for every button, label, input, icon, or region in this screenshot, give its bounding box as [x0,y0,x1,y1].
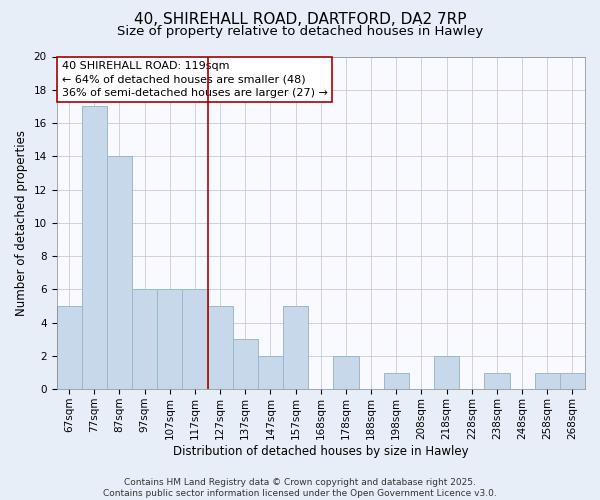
Bar [132,290,157,389]
Bar [283,306,308,389]
Bar [484,372,509,389]
Bar [157,290,182,389]
Bar [56,306,82,389]
Bar [182,290,208,389]
Text: Contains HM Land Registry data © Crown copyright and database right 2025.
Contai: Contains HM Land Registry data © Crown c… [103,478,497,498]
X-axis label: Distribution of detached houses by size in Hawley: Distribution of detached houses by size … [173,444,469,458]
Bar [434,356,459,389]
Text: 40, SHIREHALL ROAD, DARTFORD, DA2 7RP: 40, SHIREHALL ROAD, DARTFORD, DA2 7RP [134,12,466,28]
Bar [107,156,132,389]
Bar [535,372,560,389]
Bar [233,340,258,389]
Bar [334,356,359,389]
Y-axis label: Number of detached properties: Number of detached properties [15,130,28,316]
Bar [258,356,283,389]
Text: Size of property relative to detached houses in Hawley: Size of property relative to detached ho… [117,25,483,38]
Text: 40 SHIREHALL ROAD: 119sqm
← 64% of detached houses are smaller (48)
36% of semi-: 40 SHIREHALL ROAD: 119sqm ← 64% of detac… [62,62,328,98]
Bar [82,106,107,389]
Bar [560,372,585,389]
Bar [383,372,409,389]
Bar [208,306,233,389]
